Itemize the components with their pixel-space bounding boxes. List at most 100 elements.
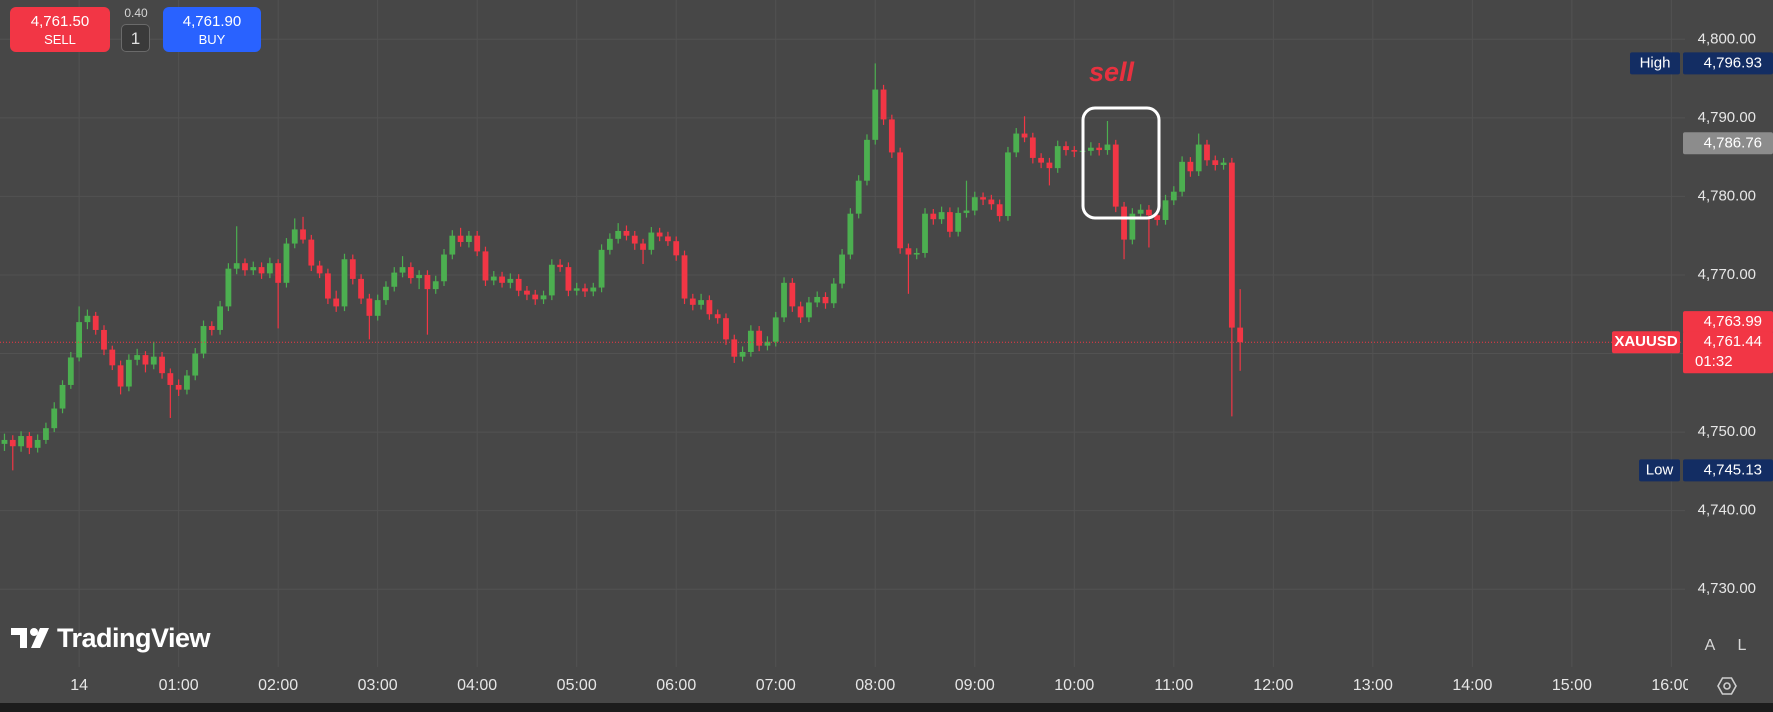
candle-body	[665, 236, 671, 242]
x-tick-label: 11:00	[1154, 677, 1193, 694]
candle-body	[1154, 215, 1161, 220]
candle-body	[615, 230, 622, 239]
candle-body	[59, 384, 66, 409]
settings-icon-center	[1723, 682, 1731, 690]
y-tick-label: 4,780.00	[1698, 187, 1756, 204]
candle-body	[391, 272, 398, 287]
candle-body	[1063, 146, 1069, 151]
candle-body	[714, 314, 721, 319]
candle-body	[150, 356, 157, 365]
x-tick-label: 07:00	[756, 677, 796, 694]
candle-body	[43, 428, 49, 440]
candle-body	[648, 232, 655, 250]
candle-body	[540, 295, 547, 300]
candle-body	[698, 300, 705, 305]
candle-body	[159, 356, 165, 374]
candle-body	[316, 265, 323, 274]
candle-body	[988, 199, 995, 205]
candle-body	[913, 252, 920, 255]
candle-body	[565, 267, 572, 291]
candle-body	[623, 230, 630, 236]
candle-body	[358, 278, 364, 299]
candle-body	[407, 267, 414, 279]
candle-body	[905, 248, 912, 255]
candle-body	[1021, 133, 1028, 138]
candle-body	[963, 210, 970, 213]
price-badge-label: 4,796.93	[1704, 54, 1762, 71]
candle-body	[1212, 160, 1219, 165]
candle-body	[217, 306, 223, 330]
price-axis: 4,730.004,740.004,750.004,760.004,770.00…	[1612, 30, 1773, 597]
candle-body	[416, 274, 423, 279]
x-tick-label: 02:00	[258, 677, 298, 694]
logo[interactable]: TradingView	[11, 622, 211, 654]
candle-body	[499, 276, 505, 283]
quantity[interactable]: 1	[121, 24, 150, 52]
log-scale-button[interactable]: L	[1738, 637, 1747, 654]
candle-body	[424, 274, 431, 290]
candle-body	[242, 263, 248, 271]
candle-body	[548, 264, 555, 296]
price-badge	[1683, 311, 1773, 334]
candle-body	[855, 180, 862, 214]
candle-body	[200, 326, 207, 354]
price-badge-name-box	[1630, 52, 1680, 75]
candle-body	[34, 439, 41, 448]
candle-body	[781, 282, 787, 318]
price-badge	[1683, 331, 1773, 374]
candle-body	[880, 89, 887, 120]
candle-body	[640, 243, 646, 250]
candle-body	[308, 239, 315, 266]
candle-body	[897, 152, 904, 249]
candle-body	[822, 296, 829, 304]
price-badge-label: 4,786.76	[1704, 134, 1762, 151]
candle-body	[723, 318, 729, 340]
candle-body	[1029, 137, 1036, 158]
candle-body	[225, 268, 232, 307]
candle-body	[789, 282, 796, 307]
sell-price: 4,761.50	[30, 13, 90, 30]
auto-scale-button[interactable]: A	[1705, 637, 1716, 654]
sell-button[interactable]: 4,761.50 SELL	[10, 7, 110, 52]
candle-body	[383, 286, 389, 301]
candle-body	[706, 300, 713, 315]
candle-body	[482, 251, 489, 281]
candle-body	[996, 204, 1003, 217]
x-tick-label: 13:00	[1353, 677, 1393, 694]
candle-body	[1204, 144, 1210, 161]
candle-body	[938, 212, 945, 220]
x-tick-label: 04:00	[457, 677, 497, 694]
candle-body	[1013, 133, 1020, 153]
y-tick-label: 4,740.00	[1698, 502, 1756, 519]
candle-body	[175, 384, 182, 390]
y-tick-label: 4,790.00	[1698, 109, 1756, 126]
candle-body	[84, 315, 91, 323]
candle-body	[1054, 146, 1061, 169]
candle-body	[598, 249, 605, 288]
logo-icon	[11, 628, 49, 648]
x-tick-label: 06:00	[656, 677, 696, 694]
candle-body	[266, 263, 273, 274]
candle-body	[125, 359, 132, 387]
y-tick-label: 4,770.00	[1698, 266, 1756, 283]
x-tick-label: 10:00	[1054, 677, 1094, 694]
candle-body	[980, 197, 986, 200]
candle-body	[92, 315, 99, 330]
x-tick-label: 14:00	[1452, 677, 1492, 694]
settings-icon	[1717, 677, 1737, 695]
candle-body	[739, 351, 746, 357]
spread: 0.40	[124, 6, 148, 20]
candle-body	[9, 439, 16, 447]
candle-body	[515, 278, 522, 291]
candle-body	[1096, 147, 1103, 151]
y-tick-label: 4,800.00	[1698, 30, 1756, 47]
candle-body	[689, 298, 696, 305]
settings-button[interactable]	[1717, 677, 1737, 695]
grid	[0, 0, 1685, 667]
buy-button[interactable]: 4,761.90 BUY	[163, 7, 261, 52]
candle-body	[167, 373, 174, 385]
candle-body	[806, 302, 812, 318]
candle-body	[1170, 191, 1177, 201]
countdown-label: 01:32	[1695, 353, 1733, 370]
